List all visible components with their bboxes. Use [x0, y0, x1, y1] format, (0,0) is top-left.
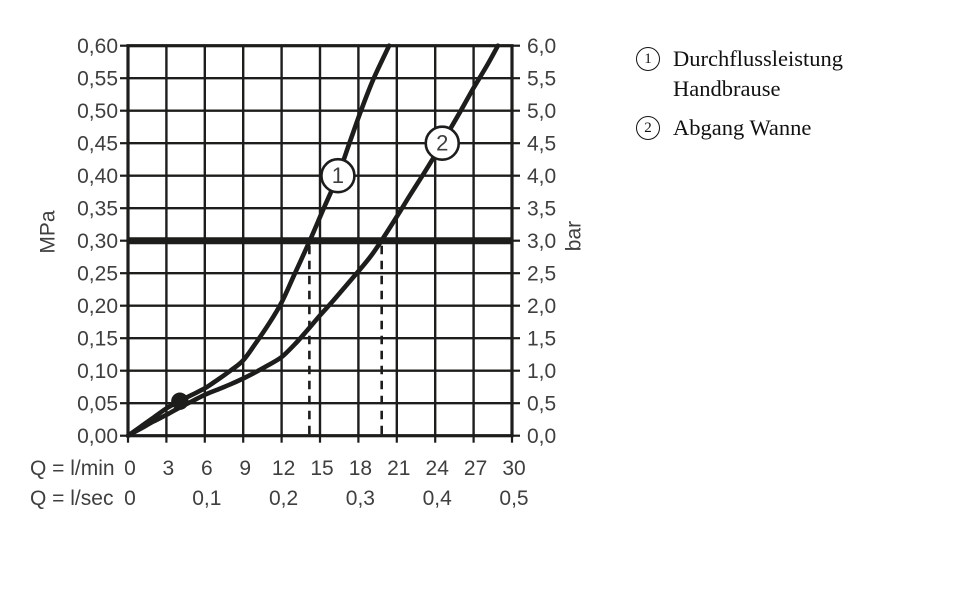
x-tick-label-lsec: 0 — [124, 487, 136, 510]
y-tick-label-bar: 0,0 — [527, 425, 556, 448]
y-tick-label-bar: 1,0 — [527, 360, 556, 383]
curve-marker-circle-2 — [424, 125, 461, 161]
y-tick-label-bar: 4,0 — [527, 165, 556, 188]
x-tick-label-lsec: 0,4 — [423, 487, 453, 510]
y-tick-label-mpa: 0,35 — [77, 198, 118, 221]
legend-marker-1: 1 — [636, 47, 660, 71]
x-tick-label-lmin: 30 — [502, 457, 525, 480]
y-left-unit-label: MPa — [37, 210, 60, 254]
x-tick-label-lmin: 6 — [201, 457, 213, 480]
curve-1 — [125, 43, 392, 438]
axis-ticks — [120, 44, 520, 443]
y-tick-label-mpa: 0,00 — [77, 425, 118, 448]
y-tick-label-bar: 3,5 — [527, 198, 556, 221]
y-tick-label-bar: 4,5 — [527, 133, 556, 156]
x-tick-label-lmin: 0 — [124, 457, 136, 480]
y-tick-label-bar: 0,5 — [527, 393, 556, 416]
curve-marker-circle-1 — [320, 157, 356, 194]
legend-text-line: Abgang Wanne — [673, 115, 812, 140]
x-tick-label-lsec: 0,3 — [346, 487, 375, 510]
x-tick-label-lsec: 0,5 — [499, 487, 528, 510]
curve-markers: 12 — [171, 125, 461, 410]
y-tick-label-mpa: 0,05 — [77, 393, 118, 416]
x-unit-lsec-label: Q = l/sec — [30, 487, 113, 510]
y-tick-label-mpa: 0,50 — [77, 100, 118, 123]
y-tick-label-bar: 2,5 — [527, 263, 556, 286]
axis-tick-labels: 0 3 6 9 12 15 18 21 24 27 300 0,1 0,2 0,3 0,4 0,50,00 0,… — [77, 35, 556, 510]
x-tick-label-lmin: 18 — [349, 457, 372, 480]
y-tick-label-bar: 2,0 — [527, 295, 556, 318]
x-tick-label-lmin: 9 — [239, 457, 251, 480]
x-tick-label-lmin: 24 — [426, 457, 450, 480]
x-tick-label-lmin: 21 — [387, 457, 410, 480]
y-tick-label-mpa: 0,10 — [77, 360, 118, 383]
y-tick-label-mpa: 0,40 — [77, 165, 118, 188]
y-tick-label-bar: 3,0 — [527, 230, 556, 253]
curve-marker-label-1: 1 — [332, 163, 344, 188]
y-tick-label-bar: 1,5 — [527, 328, 556, 351]
y-tick-label-mpa: 0,25 — [77, 263, 118, 286]
y-tick-label-mpa: 0,55 — [77, 68, 118, 91]
y-tick-label-mpa: 0,20 — [77, 295, 118, 318]
x-tick-label-lmin: 12 — [272, 457, 295, 480]
y-tick-label-bar: 5,0 — [527, 100, 556, 123]
y-tick-label-mpa: 0,45 — [77, 133, 118, 156]
operating-point-dot — [171, 392, 189, 410]
legend-marker-2: 2 — [636, 116, 660, 140]
x-tick-label-lsec: 0,1 — [192, 487, 221, 510]
x-tick-label-lsec: 0,2 — [269, 487, 298, 510]
x-unit-lmin-label: Q = l/min — [30, 457, 115, 480]
legend-item-handbrause: 1 Durchflussleistung Handbrause — [636, 44, 843, 104]
x-tick-label-lmin: 15 — [310, 457, 333, 480]
legend-item-wanne: 2 Abgang Wanne — [636, 113, 811, 143]
y-tick-label-bar: 5,5 — [527, 68, 556, 91]
y-right-unit-label: bar — [563, 221, 586, 251]
x-tick-label-lmin: 27 — [464, 457, 487, 480]
dashed-guides — [308, 245, 383, 435]
legend-text-line: Handbrause — [673, 76, 781, 101]
y-tick-label-mpa: 0,15 — [77, 328, 118, 351]
y-tick-label-bar: 6,0 — [527, 35, 556, 58]
curve-marker-label-2: 2 — [436, 131, 448, 156]
legend-text-line: Durchflussleistung — [673, 46, 843, 71]
y-tick-label-mpa: 0,30 — [77, 230, 118, 253]
x-tick-label-lmin: 3 — [163, 457, 175, 480]
y-tick-label-mpa: 0,60 — [77, 35, 118, 58]
